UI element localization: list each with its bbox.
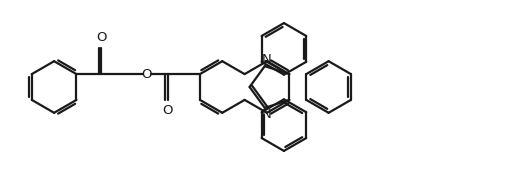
Text: O: O bbox=[96, 31, 106, 44]
Text: N: N bbox=[262, 108, 271, 121]
Text: O: O bbox=[162, 104, 173, 117]
Text: O: O bbox=[142, 68, 152, 81]
Text: N: N bbox=[262, 53, 271, 66]
